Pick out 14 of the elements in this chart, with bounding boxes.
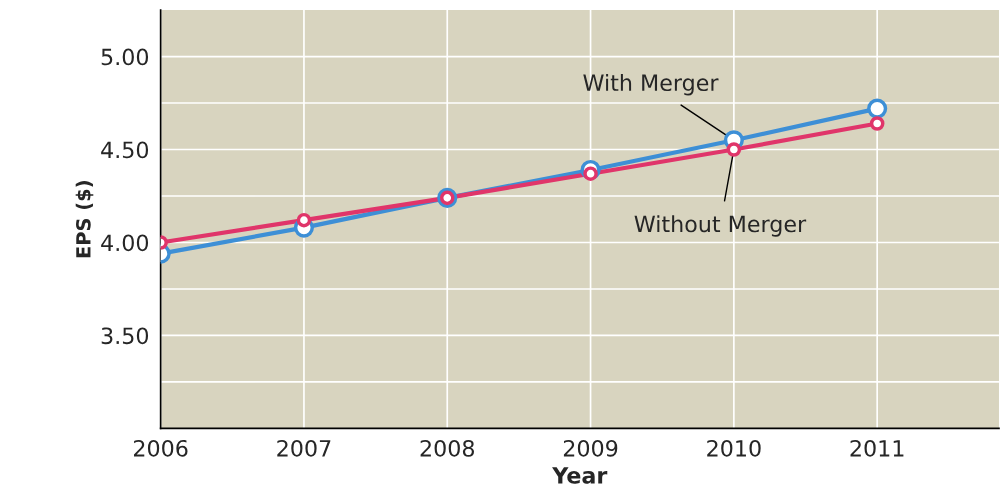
x-tick-label: 2006 [133, 439, 188, 457]
y-tick-label: 5.00 [101, 48, 149, 66]
x-tick-label: 2011 [850, 439, 904, 457]
x-tick-label: 2009 [563, 439, 618, 457]
y-tick-label: 4.00 [101, 234, 149, 252]
x-axis-title: Year [552, 467, 608, 484]
series-label: With Merger [583, 73, 719, 96]
x-tick-label: 2010 [707, 439, 761, 457]
y-axis-title: EPS ($) [75, 181, 94, 258]
x-tick-label: 2008 [420, 439, 475, 457]
x-tick-label: 2007 [277, 439, 331, 457]
y-tick-label: 3.50 [101, 327, 149, 345]
y-tick-label: 4.50 [101, 141, 149, 159]
text: Without Merger [634, 215, 807, 237]
